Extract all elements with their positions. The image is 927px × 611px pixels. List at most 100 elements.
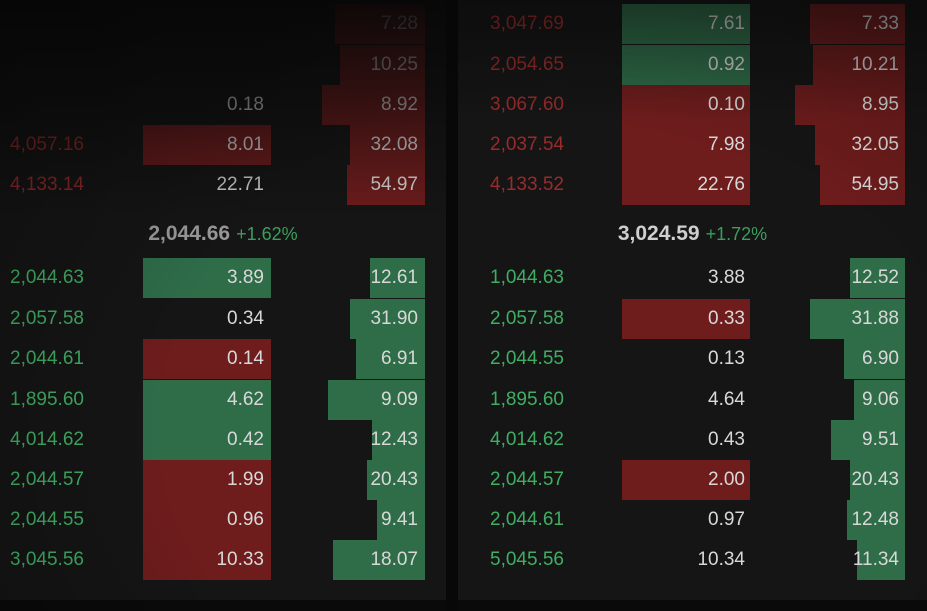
ask-price: 2,054.65 bbox=[490, 54, 564, 75]
bid-amount: 10.33 bbox=[216, 549, 264, 570]
ask-total: 10.21 bbox=[851, 54, 899, 75]
bid-amount: 2.00 bbox=[708, 469, 745, 490]
bid-total: 31.90 bbox=[370, 308, 418, 329]
bid-total: 12.52 bbox=[851, 267, 899, 288]
bid-total: 18.07 bbox=[370, 549, 418, 570]
last-price: 2,044.66 bbox=[148, 222, 231, 245]
bid-total: 20.43 bbox=[851, 469, 899, 490]
bid-row[interactable]: 2,044.55 0.13 6.90 bbox=[458, 339, 927, 379]
bid-price: 2,057.58 bbox=[490, 308, 564, 329]
bid-total: 12.61 bbox=[370, 267, 418, 288]
bid-price: 4,014.62 bbox=[10, 429, 84, 450]
bid-row[interactable]: 3,045.56 10.33 18.07 bbox=[0, 540, 446, 580]
bid-row[interactable]: 4,014.62 0.43 9.51 bbox=[458, 420, 927, 460]
bid-row[interactable]: 2,057.58 0.34 31.90 bbox=[0, 299, 446, 339]
bid-row[interactable]: 2,057.58 0.33 31.88 bbox=[458, 299, 927, 339]
ask-total: 32.05 bbox=[851, 134, 899, 155]
ask-price: 3,047.69 bbox=[490, 13, 564, 34]
bid-total: 11.34 bbox=[852, 549, 899, 570]
bid-row[interactable]: 2,044.63 3.89 12.61 bbox=[0, 258, 446, 298]
ask-total: 7.28 bbox=[381, 13, 418, 34]
bid-price: 2,044.55 bbox=[10, 509, 84, 530]
bid-amount: 3.89 bbox=[227, 267, 264, 288]
ask-amount: 22.76 bbox=[697, 174, 745, 195]
bid-row[interactable]: 2,044.61 0.14 6.91 bbox=[0, 339, 446, 379]
bid-amount: 0.14 bbox=[227, 348, 264, 369]
order-book-left: 7.28 10.25 0.18 8.92 4,057.16 8.01 32.08… bbox=[0, 0, 446, 600]
bid-price: 2,057.58 bbox=[10, 308, 84, 329]
ask-row[interactable]: 2,037.54 7.98 32.05 bbox=[458, 125, 927, 165]
bid-amount: 0.97 bbox=[708, 509, 745, 530]
bid-amount: 0.13 bbox=[708, 348, 745, 369]
bid-amount: 4.62 bbox=[227, 389, 264, 410]
bid-amount: 10.34 bbox=[697, 549, 745, 570]
bid-price: 2,044.61 bbox=[490, 509, 564, 530]
ask-row[interactable]: 4,133.14 22.71 54.97 bbox=[0, 165, 446, 205]
ask-amount: 0.92 bbox=[708, 54, 745, 75]
ask-total: 32.08 bbox=[370, 134, 418, 155]
bid-row[interactable]: 2,044.61 0.97 12.48 bbox=[458, 500, 927, 540]
bid-amount: 0.42 bbox=[227, 429, 264, 450]
bid-price: 2,044.57 bbox=[10, 469, 84, 490]
ask-amount: 7.61 bbox=[708, 13, 745, 34]
bid-price: 1,895.60 bbox=[10, 389, 84, 410]
ask-price: 3,067.60 bbox=[490, 94, 564, 115]
bid-amount: 3.88 bbox=[708, 267, 745, 288]
bid-amount: 0.34 bbox=[227, 308, 264, 329]
bid-row[interactable]: 2,044.57 2.00 20.43 bbox=[458, 460, 927, 500]
bid-price: 4,014.62 bbox=[490, 429, 564, 450]
ask-price: 2,037.54 bbox=[490, 134, 564, 155]
ask-price: 4,133.14 bbox=[10, 174, 84, 195]
ask-row[interactable]: 2,054.65 0.92 10.21 bbox=[458, 45, 927, 85]
bid-row[interactable]: 1,895.60 4.62 9.09 bbox=[0, 380, 446, 420]
bid-total: 9.06 bbox=[862, 389, 899, 410]
price-change: +1.62% bbox=[236, 224, 298, 244]
bid-amount: 0.43 bbox=[708, 429, 745, 450]
ask-row[interactable]: 3,047.69 7.61 7.33 bbox=[458, 4, 927, 44]
bid-amount: 1.99 bbox=[227, 469, 264, 490]
bid-price: 3,045.56 bbox=[10, 549, 84, 570]
bid-price: 5,045.56 bbox=[490, 549, 564, 570]
bid-total: 6.91 bbox=[381, 348, 418, 369]
ask-total: 54.95 bbox=[851, 174, 899, 195]
bid-total: 31.88 bbox=[851, 308, 899, 329]
ask-row[interactable]: 0.18 8.92 bbox=[0, 85, 446, 125]
ask-total: 10.25 bbox=[370, 54, 418, 75]
bid-total: 12.48 bbox=[851, 509, 899, 530]
bid-row[interactable]: 1,044.63 3.88 12.52 bbox=[458, 258, 927, 298]
bid-row[interactable]: 1,895.60 4.64 9.06 bbox=[458, 380, 927, 420]
bid-amount: 4.64 bbox=[708, 389, 745, 410]
bid-price: 2,044.57 bbox=[490, 469, 564, 490]
ask-row[interactable]: 10.25 bbox=[0, 45, 446, 85]
ask-amount: 8.01 bbox=[227, 134, 264, 155]
bid-total: 6.90 bbox=[862, 348, 899, 369]
ask-amount: 0.10 bbox=[708, 94, 745, 115]
ask-row[interactable]: 3,067.60 0.10 8.95 bbox=[458, 85, 927, 125]
panel-divider bbox=[446, 0, 458, 611]
bid-price: 2,044.61 bbox=[10, 348, 84, 369]
order-book-right: 3,047.69 7.61 7.33 2,054.65 0.92 10.21 3… bbox=[458, 0, 927, 600]
ask-total: 8.92 bbox=[381, 94, 418, 115]
mid-price-bar: 2,044.66 +1.62% bbox=[0, 208, 446, 260]
ask-row[interactable]: 4,133.52 22.76 54.95 bbox=[458, 165, 927, 205]
ask-row[interactable]: 4,057.16 8.01 32.08 bbox=[0, 125, 446, 165]
ask-total: 54.97 bbox=[370, 174, 418, 195]
bid-price: 2,044.55 bbox=[490, 348, 564, 369]
bid-total: 9.51 bbox=[862, 429, 899, 450]
bid-row[interactable]: 5,045.56 10.34 11.34 bbox=[458, 540, 927, 580]
mid-price-bar: 3,024.59 +1.72% bbox=[458, 208, 927, 260]
ask-row[interactable]: 7.28 bbox=[0, 4, 446, 44]
bid-row[interactable]: 4,014.62 0.42 12.43 bbox=[0, 420, 446, 460]
last-price: 3,024.59 bbox=[617, 222, 700, 245]
ask-total: 7.33 bbox=[862, 13, 899, 34]
ask-amount: 7.98 bbox=[708, 134, 745, 155]
bid-total: 12.43 bbox=[370, 429, 418, 450]
ask-price: 4,133.52 bbox=[490, 174, 564, 195]
bid-amount: 0.96 bbox=[227, 509, 264, 530]
bid-price: 1,895.60 bbox=[490, 389, 564, 410]
bid-row[interactable]: 2,044.57 1.99 20.43 bbox=[0, 460, 446, 500]
bid-amount: 0.33 bbox=[708, 308, 745, 329]
bid-row[interactable]: 2,044.55 0.96 9.41 bbox=[0, 500, 446, 540]
bid-total: 20.43 bbox=[370, 469, 418, 490]
